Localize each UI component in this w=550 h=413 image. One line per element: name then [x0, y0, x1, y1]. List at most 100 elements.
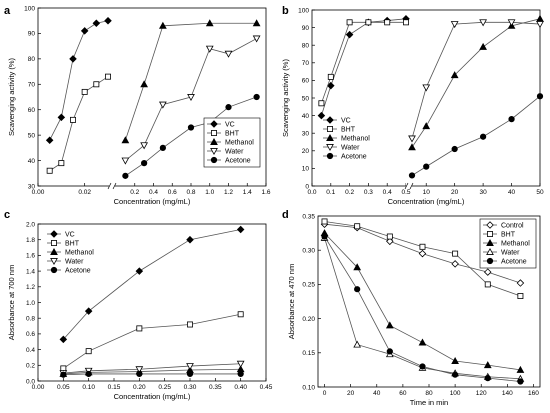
x-tick-label: 0.6 [168, 189, 177, 196]
y-tick-label: 0 [305, 183, 309, 190]
x-tick-label: 40 [373, 390, 381, 397]
x-tick-label: 1.6 [261, 189, 270, 196]
data-point [81, 88, 88, 95]
data-point [187, 321, 193, 328]
legend-marker [327, 126, 333, 132]
data-point [84, 307, 93, 315]
legend: Control BHT Methanol Water Acetone [479, 218, 537, 269]
legend-marker [50, 230, 58, 238]
series-water [121, 35, 261, 165]
data-point [136, 325, 143, 332]
data-point [186, 235, 194, 244]
data-point [140, 142, 149, 150]
data-point [205, 45, 214, 53]
data-point [327, 81, 335, 90]
axis-break-mask [109, 183, 115, 189]
legend-entry: BHT [501, 231, 516, 238]
series-water [408, 19, 544, 143]
data-point [483, 361, 492, 369]
data-point [321, 218, 328, 225]
legend-entry: Water [341, 144, 360, 151]
y-tick-label: 1.2 [26, 284, 35, 291]
legend-marker [486, 247, 494, 255]
data-point [237, 311, 244, 318]
panel-letter: b [282, 5, 289, 17]
legend-marker [326, 116, 334, 124]
data-point [224, 50, 233, 58]
data-point [386, 237, 394, 246]
data-point [484, 281, 491, 288]
data-point [451, 371, 459, 378]
data-point [451, 356, 459, 364]
legend-entry: VC [341, 117, 351, 124]
data-point [327, 73, 334, 80]
x-tick-label: 60 [399, 390, 407, 397]
legend-entry: VC [225, 121, 235, 128]
data-point [353, 340, 362, 348]
axis-break-mask [406, 183, 412, 189]
data-point [80, 27, 89, 35]
data-point [386, 233, 393, 240]
data-point [121, 136, 130, 144]
x-tick-label: 0.40 [234, 384, 247, 391]
x-tick-label: 40 [508, 189, 516, 196]
series-line [49, 20, 109, 141]
data-point [354, 286, 361, 293]
data-point [158, 101, 167, 109]
y-tick-label: 100 [298, 7, 309, 14]
y-tick-label: 40 [28, 158, 36, 165]
data-point [121, 157, 130, 165]
legend-entry: Methanol [341, 135, 370, 142]
x-tick-label: 10 [423, 189, 431, 196]
data-point [384, 19, 391, 26]
series-methanol [408, 14, 544, 151]
panel-letter: c [4, 209, 10, 221]
data-point [318, 100, 325, 107]
data-point [536, 93, 544, 100]
data-point [536, 14, 544, 22]
data-point [386, 348, 393, 355]
x-tick-label: 0.0 [307, 189, 316, 196]
x-axis-title: Concentration (mg/mL) [114, 392, 191, 401]
data-point [450, 21, 459, 29]
y-tick-label: 0.8 [26, 316, 35, 323]
x-tick-label: 120 [476, 390, 487, 397]
data-point [104, 16, 112, 25]
series-line [63, 313, 241, 369]
data-point [69, 55, 77, 63]
x-tick-label: 0.10 [82, 384, 95, 391]
x-tick-label: 0 [323, 390, 327, 397]
data-point [479, 133, 487, 140]
data-point [483, 268, 492, 276]
series-line [321, 21, 406, 104]
panel-d: d 0.10 0.15 0.20 0.25 0.30 0.35 0 20 40 60 80 100 120… [282, 209, 541, 407]
legend-entry: Water [225, 148, 244, 155]
series-bht [318, 19, 409, 107]
y-axis-title: Scavenging activity (%) [281, 59, 290, 137]
data-point [408, 172, 416, 179]
y-tick-label: 80 [28, 56, 36, 63]
data-point [317, 111, 326, 120]
x-axis-title: Concentration (mg/mL) [388, 197, 465, 206]
x-tick-label: 0.3 [364, 189, 373, 196]
y-tick-label: 80 [302, 43, 310, 50]
y-tick-label: 0.35 [302, 213, 315, 220]
series-bht [46, 73, 111, 174]
y-tick-label: 60 [28, 107, 36, 114]
series-vc [317, 15, 410, 120]
data-point [408, 135, 416, 143]
data-point [451, 260, 459, 268]
data-point [252, 19, 261, 27]
data-point [516, 365, 525, 373]
y-tick-label: 0.0 [26, 378, 35, 385]
legend-marker [326, 133, 334, 141]
y-tick-label: 0.20 [302, 316, 315, 323]
data-point [45, 136, 54, 144]
y-tick-label: 70 [302, 60, 310, 67]
y-tick-label: 1.0 [26, 300, 35, 307]
data-point [423, 163, 430, 170]
axis-break-mark [107, 182, 112, 190]
data-point [158, 21, 167, 29]
data-point [422, 122, 431, 130]
data-point [419, 243, 426, 250]
